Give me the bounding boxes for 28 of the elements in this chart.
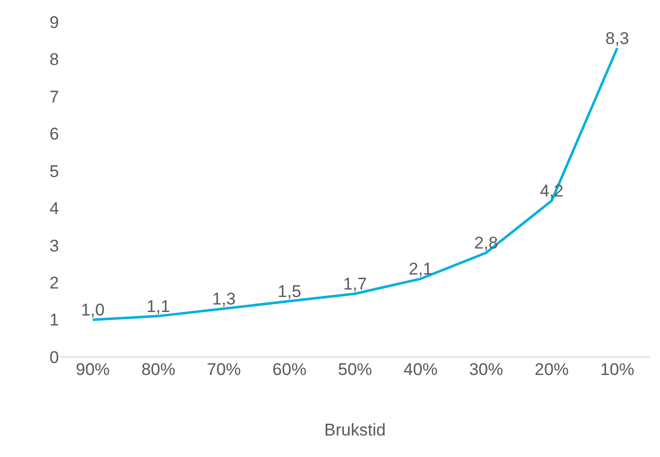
- data-label: 8,3: [605, 28, 630, 48]
- x-tick-label: 80%: [141, 360, 176, 379]
- x-tick-label: 50%: [338, 360, 372, 379]
- y-tick-label: 3: [50, 236, 59, 256]
- x-tick-label: 70%: [206, 360, 241, 379]
- y-tick-label: 1: [50, 310, 59, 330]
- y-tick-label: 0: [50, 348, 59, 367]
- data-label: 1,7: [343, 274, 367, 294]
- y-tick-label: 7: [50, 87, 59, 106]
- data-label: 1,0: [80, 300, 105, 320]
- x-axis-title: Brukstid: [324, 420, 386, 440]
- data-label: 1,3: [212, 289, 236, 308]
- y-tick-label: 4: [50, 199, 59, 218]
- data-label: 1,5: [278, 282, 302, 301]
- x-tick-label: 40%: [404, 360, 438, 379]
- y-tick-label: 5: [50, 162, 59, 181]
- y-tick-label: 9: [50, 12, 59, 32]
- data-label: 2,8: [474, 234, 498, 253]
- y-tick-label: 2: [50, 274, 59, 293]
- data-label: 2,1: [408, 260, 432, 279]
- data-label: 1,1: [146, 296, 170, 316]
- x-tick-label: 60%: [272, 360, 306, 379]
- y-tick-label: 8: [50, 50, 59, 70]
- x-tick-label: 20%: [534, 360, 569, 379]
- x-tick-label: 30%: [469, 360, 504, 379]
- x-tick-label: 90%: [76, 360, 110, 379]
- y-tick-label: 6: [50, 124, 59, 144]
- x-tick-label: 10%: [600, 360, 634, 379]
